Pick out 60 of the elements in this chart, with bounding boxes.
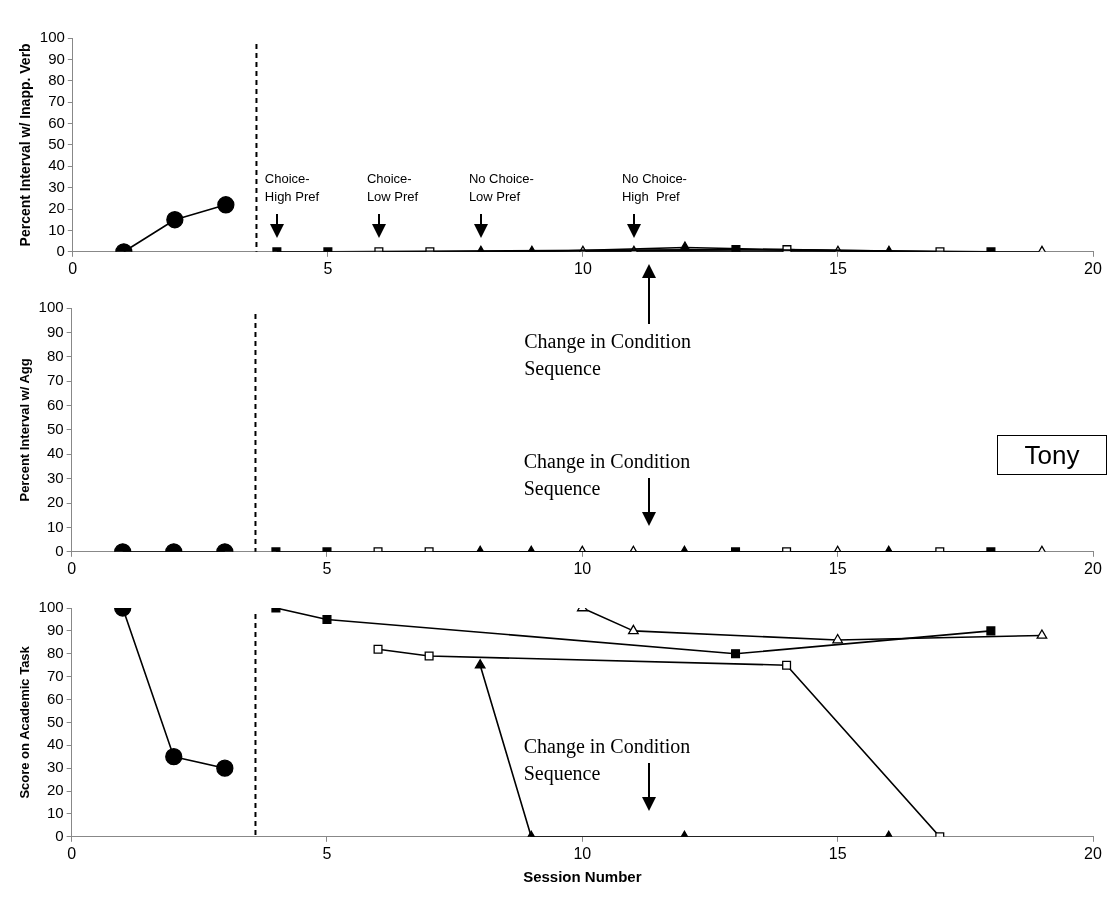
y-tick-label: 30 (46, 468, 64, 486)
y-tick-label: 40 (46, 444, 64, 462)
y-tick-label: 90 (46, 621, 64, 639)
y-tick-label: 10 (46, 804, 64, 822)
x-axis-title: Session Number (523, 868, 642, 886)
y-tick-label: 0 (55, 826, 64, 844)
y-tick-label: 90 (46, 322, 64, 340)
y-tick-label: 60 (46, 395, 64, 413)
y-tick-label: 20 (48, 199, 65, 217)
y-tick-label: 100 (39, 28, 65, 46)
x-tick-label: 15 (828, 844, 847, 862)
x-tick-label: 0 (68, 259, 78, 277)
annotation: No Choice- Low Pref (468, 169, 534, 206)
x-tick-label: 5 (322, 844, 332, 862)
x-tick-label: 5 (322, 559, 332, 577)
y-tick-label: 50 (48, 135, 65, 153)
x-tick-label: 20 (1084, 844, 1102, 862)
x-tick-label: 10 (574, 259, 592, 277)
y-tick-label: 40 (46, 735, 64, 753)
y-tick-label: 100 (38, 598, 64, 616)
annotation: Change in Condition Sequence (523, 733, 692, 787)
y-tick-label: 70 (48, 92, 65, 110)
y-tick-label: 0 (55, 541, 64, 559)
y-tick-label: 10 (46, 517, 64, 535)
y-tick-label: 0 (56, 241, 65, 259)
y-tick-label: 60 (48, 113, 65, 131)
y-tick-label: 20 (46, 781, 64, 799)
y-tick-label: 60 (46, 689, 64, 707)
x-tick-label: 20 (1084, 259, 1102, 277)
x-tick-label: 15 (828, 559, 847, 577)
text: Tony (997, 434, 1107, 475)
y-tick-label: 20 (46, 493, 64, 511)
y-axis-title: Percent Interval w/ Inapp. Verb (17, 43, 34, 247)
annotation: Change in Condition Sequence (523, 448, 692, 502)
x-tick-label: 0 (67, 559, 77, 577)
y-tick-label: 100 (38, 298, 64, 316)
y-tick-label: 40 (48, 156, 65, 174)
y-tick-label: 50 (46, 420, 64, 438)
x-tick-label: 10 (573, 844, 592, 862)
y-tick-label: 30 (48, 177, 65, 195)
annotation: No Choice- High Pref (621, 169, 687, 206)
y-tick-label: 80 (46, 346, 64, 364)
y-axis-title: Score on Academic Task (17, 645, 33, 799)
x-tick-label: 0 (67, 844, 77, 862)
annotation: Choice- High Pref (264, 169, 320, 206)
x-tick-label: 10 (573, 559, 592, 577)
x-tick-label: 5 (323, 259, 333, 277)
x-tick-label: 15 (829, 259, 847, 277)
y-tick-label: 10 (48, 220, 65, 238)
y-tick-label: 70 (46, 666, 64, 684)
annotation: Choice- Low Pref (366, 169, 419, 206)
y-tick-label: 80 (48, 70, 65, 88)
annotation: Change in Condition Sequence (524, 328, 692, 382)
y-tick-label: 90 (48, 49, 65, 67)
y-tick-label: 50 (46, 712, 64, 730)
x-tick-label: 20 (1084, 559, 1102, 577)
y-tick-label: 70 (46, 371, 64, 389)
y-tick-label: 30 (46, 758, 64, 776)
y-axis-title: Percent Interval w/ Agg (17, 358, 33, 502)
y-tick-label: 80 (46, 643, 64, 661)
